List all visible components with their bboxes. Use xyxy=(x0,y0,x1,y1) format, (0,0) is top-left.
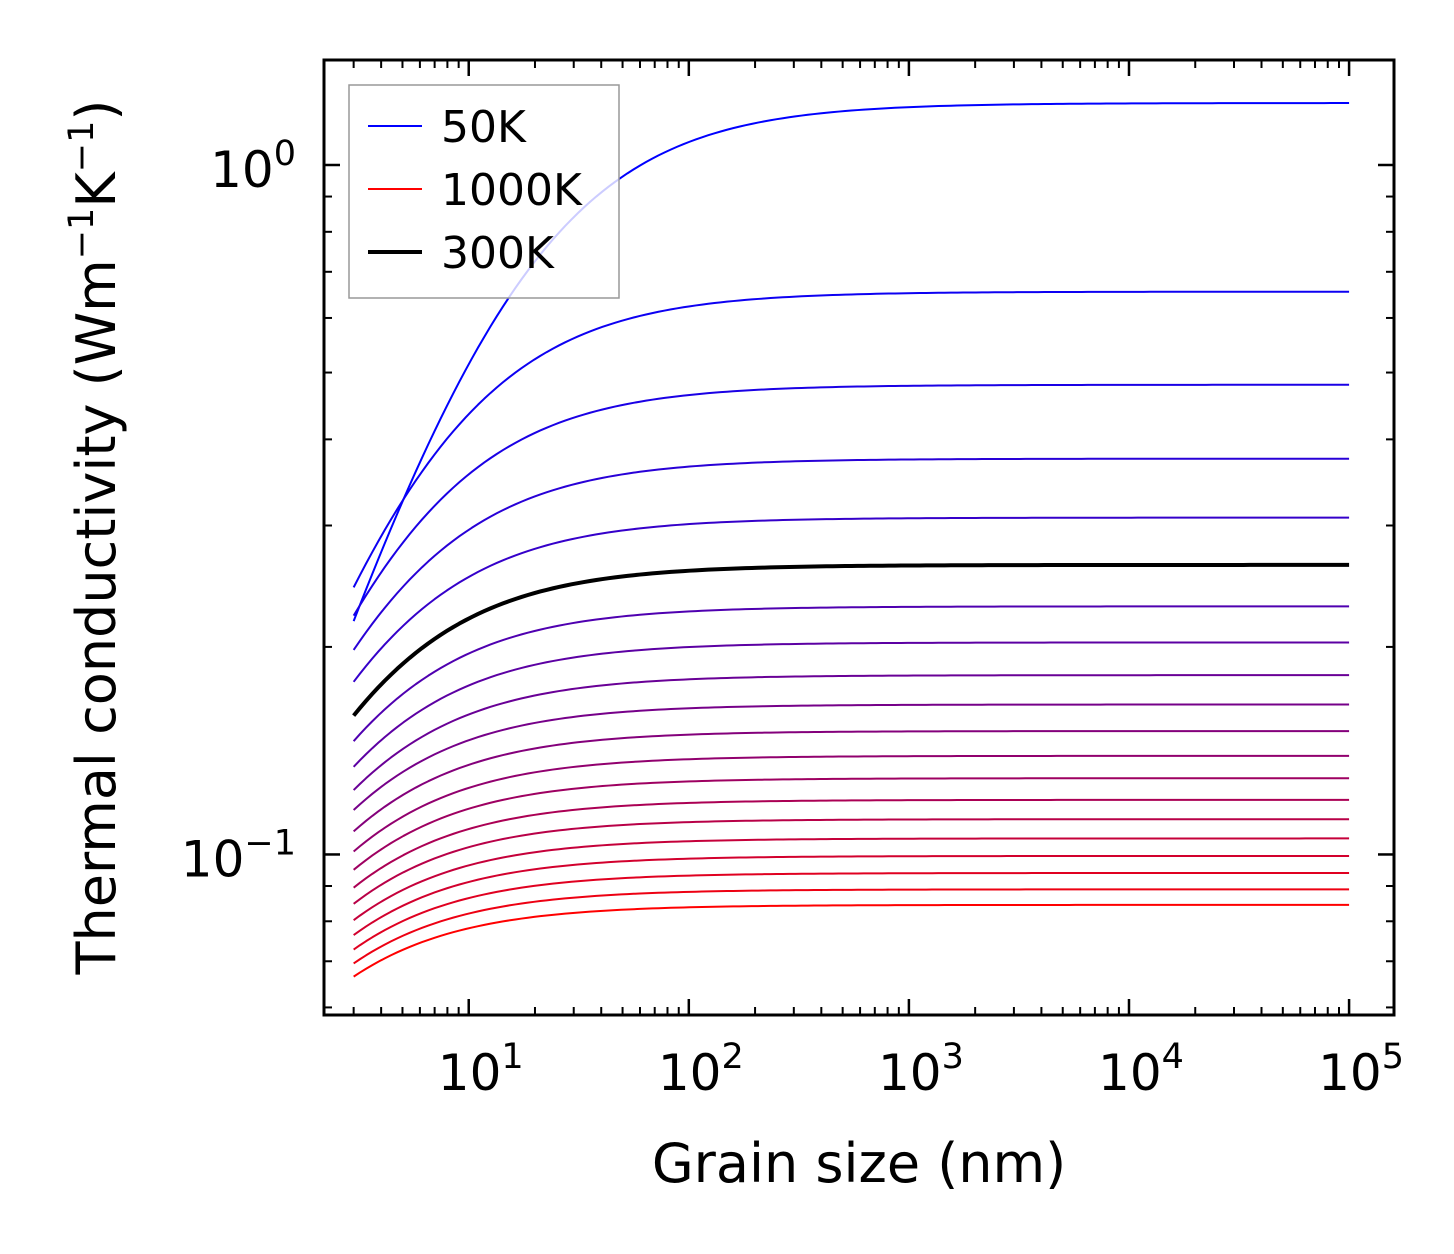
series-line-900k xyxy=(353,871,1350,951)
y-axis-label-sup1: −1 xyxy=(62,208,102,260)
x-tick-label-base: 10 xyxy=(438,1044,502,1102)
series-line-100k xyxy=(352,290,1350,588)
x-tick-label-base: 10 xyxy=(878,1044,942,1102)
x-tick-label-exp: 5 xyxy=(1382,1037,1404,1077)
plot-frame xyxy=(322,58,1396,1017)
x-tick-label: 103 xyxy=(878,1037,964,1102)
x-axis-label: Grain size (nm) xyxy=(652,1132,1066,1195)
y-tick-label-exp: −1 xyxy=(244,823,296,863)
series-line-200k xyxy=(352,457,1350,651)
y-tick-label-base: 10 xyxy=(210,141,274,199)
y-axis-label-end: ) xyxy=(65,100,128,121)
x-tick-label-base: 10 xyxy=(658,1044,722,1102)
y-tick-label-exp: 0 xyxy=(274,134,296,174)
y-tick-label: 10−1 xyxy=(181,823,296,888)
series-line-400k xyxy=(352,641,1350,768)
series-line-700k xyxy=(353,798,1350,889)
series-line-1000k xyxy=(353,903,1350,978)
series-line-350k xyxy=(352,605,1350,742)
series-line-750k xyxy=(353,818,1350,905)
y-tick-label-base: 10 xyxy=(181,830,245,888)
y-tick-label: 100 xyxy=(210,134,296,199)
series-line-300k xyxy=(352,562,1350,717)
x-tick-label-exp: 2 xyxy=(721,1037,743,1077)
x-tick-label-exp: 3 xyxy=(942,1037,964,1077)
legend-box xyxy=(348,84,620,299)
x-tick-label: 104 xyxy=(1098,1037,1184,1102)
x-tick-label-exp: 1 xyxy=(501,1037,523,1077)
series-line-650k xyxy=(353,777,1350,871)
legend-label-50k: 50K xyxy=(441,102,527,153)
series-line-150k xyxy=(352,383,1350,617)
y-axis-label-sup2: −1 xyxy=(62,121,102,173)
series-line-600k xyxy=(353,754,1350,853)
y-axis-label: Thermal conductivity (Wm−1K−1) xyxy=(62,100,128,976)
x-tick-label: 105 xyxy=(1318,1037,1404,1102)
x-tick-label-base: 10 xyxy=(1318,1044,1382,1102)
series-line-500k xyxy=(352,703,1350,811)
x-tick-label-base: 10 xyxy=(1098,1044,1162,1102)
x-tick-label: 102 xyxy=(658,1037,744,1102)
y-axis-label-base: Thermal conductivity (Wm xyxy=(65,259,128,975)
legend-label-1000k: 1000K xyxy=(441,165,583,216)
series-line-800k xyxy=(353,837,1350,921)
series-line-450k xyxy=(352,674,1350,791)
x-tick-label-exp: 4 xyxy=(1162,1037,1184,1077)
legend-label-300k: 300K xyxy=(441,228,555,279)
y-axis-label-mid: K xyxy=(65,171,128,208)
series-layer xyxy=(352,102,1350,978)
series-line-950k xyxy=(353,888,1350,965)
series-line-850k xyxy=(353,854,1350,936)
legend: 50K 1000K 300K xyxy=(348,84,620,299)
series-line-250k xyxy=(352,516,1350,683)
x-tick-label: 101 xyxy=(438,1037,524,1102)
series-line-550k xyxy=(352,730,1350,833)
